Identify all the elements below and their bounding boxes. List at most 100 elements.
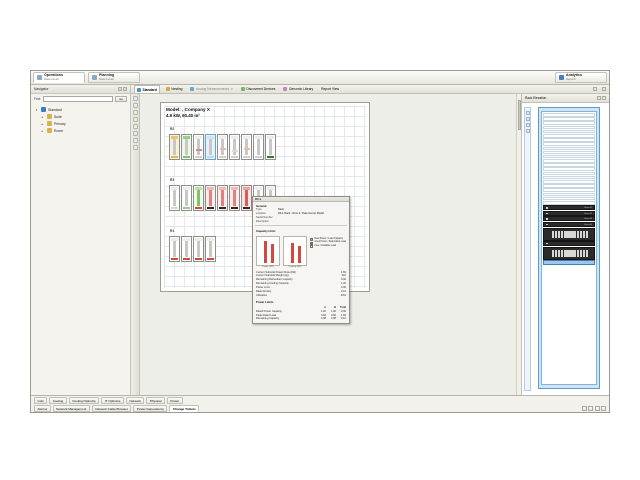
rack-u-slot[interactable] xyxy=(543,188,595,192)
twisty-icon[interactable]: ▸ xyxy=(41,114,44,119)
rack-row-r1[interactable] xyxy=(169,236,216,262)
tab-cols[interactable]: Cols xyxy=(34,397,48,404)
rack-unit[interactable] xyxy=(217,134,228,160)
pan-tool-icon[interactable] xyxy=(132,103,138,108)
rack-u-slot[interactable] xyxy=(543,117,595,121)
rack-selected-slot[interactable] xyxy=(543,260,595,266)
rack-blank-panel[interactable] xyxy=(543,241,595,247)
tree-node-room[interactable]: ▸ Room xyxy=(34,127,127,134)
rack-device-server[interactable]: Server 03 xyxy=(543,216,595,222)
rack-u-slot[interactable] xyxy=(543,138,595,142)
rack-device-server[interactable]: Server 04 xyxy=(543,221,595,227)
rack-u-slot[interactable] xyxy=(543,196,595,201)
rack-unit[interactable] xyxy=(265,134,276,160)
rack-u-slot[interactable] xyxy=(543,200,595,205)
rack-unit[interactable] xyxy=(169,236,180,262)
tab-power[interactable]: Power xyxy=(166,397,183,404)
rack-u-slot[interactable] xyxy=(543,150,595,155)
rack-unit[interactable] xyxy=(193,236,204,262)
rack-unit[interactable] xyxy=(181,134,192,160)
rack-unit[interactable] xyxy=(229,134,240,160)
tab-it-optimize[interactable]: IT Optimize xyxy=(101,397,125,404)
tab-power-dependency[interactable]: Power Dependency xyxy=(133,405,168,412)
tab-network[interactable]: Network xyxy=(126,397,145,404)
rack-elevation-graphic[interactable]: Server 01 Server 02 Server 03 xyxy=(538,107,600,389)
rear-view-icon[interactable] xyxy=(525,117,530,121)
row-tool-icon[interactable] xyxy=(132,124,138,129)
rack-unit[interactable] xyxy=(205,134,216,160)
rack-u-slot[interactable] xyxy=(543,171,595,176)
tab-standard[interactable]: Standard xyxy=(134,85,160,93)
panel-minimize-icon[interactable] xyxy=(597,96,601,100)
rack-u-slot[interactable] xyxy=(543,167,595,172)
rack-u-slot[interactable] xyxy=(543,184,595,188)
tab-network-management[interactable]: Network Management xyxy=(52,405,90,412)
rack-unit[interactable] xyxy=(253,134,264,160)
rack-u-slot[interactable] xyxy=(543,129,595,134)
tab-nesting[interactable]: Nesting xyxy=(164,85,185,93)
rack-u-slot[interactable] xyxy=(543,146,595,151)
rack-u-slot[interactable] xyxy=(543,180,595,184)
zoom-in-icon[interactable] xyxy=(525,123,530,127)
minimize-icon[interactable] xyxy=(601,406,606,411)
navigator-maximize-icon[interactable] xyxy=(123,87,127,91)
tab-change-tickets[interactable]: Change Tickets xyxy=(169,405,200,412)
tab-cooling[interactable]: Cooling xyxy=(49,397,67,404)
rack-u-slot[interactable] xyxy=(543,125,595,130)
rack-unit[interactable] xyxy=(229,185,240,211)
rack-unit[interactable] xyxy=(241,134,252,160)
rack-unit[interactable] xyxy=(181,185,192,211)
rack-u-slot[interactable] xyxy=(543,121,595,125)
rack-device-server[interactable]: Server 01 xyxy=(543,205,595,211)
rack-u-slot[interactable] xyxy=(543,192,595,197)
editor-minimize-icon[interactable] xyxy=(593,87,597,91)
tab-analog-measurements[interactable]: Analog Measurements ✕ xyxy=(188,85,234,93)
canvas-vertical-scrollbar[interactable] xyxy=(516,94,521,395)
tab-genomic-library[interactable]: Genomic Library xyxy=(281,85,315,93)
close-icon[interactable]: ✕ xyxy=(230,87,233,91)
scrollbar-thumb[interactable] xyxy=(517,100,521,130)
tab-report-view[interactable]: Report View xyxy=(319,85,341,93)
editor-maximize-icon[interactable] xyxy=(602,87,606,91)
search-go-button[interactable]: Go xyxy=(115,96,127,102)
perspective-tab-operations[interactable]: Operations Data Center xyxy=(33,72,85,83)
rack-device-switch-b[interactable] xyxy=(543,246,595,260)
twisty-icon[interactable]: ▸ xyxy=(41,128,44,133)
rack-u-slot[interactable] xyxy=(543,175,595,180)
rack-device-switch-a[interactable] xyxy=(543,227,595,241)
rack-unit[interactable] xyxy=(193,134,204,160)
rack-tool-icon[interactable] xyxy=(132,117,138,122)
tab-physical[interactable]: Physical xyxy=(146,397,165,404)
tree-node-primary[interactable]: ▸ Primary xyxy=(34,120,127,127)
rack-unit[interactable] xyxy=(193,185,204,211)
zoom-tool-icon[interactable] xyxy=(132,110,138,115)
rack-elevation-body[interactable]: Server 01 Server 02 Server 03 xyxy=(522,103,609,395)
rack-u-slot[interactable] xyxy=(543,154,595,159)
rack-u-slot[interactable] xyxy=(543,159,595,163)
refresh-icon[interactable] xyxy=(588,406,593,411)
rack-unit[interactable] xyxy=(217,185,228,211)
rack-details-popup[interactable]: R3-1 General Type Rack Location R3-1 Rac… xyxy=(252,196,350,324)
rack-u-slot[interactable] xyxy=(543,142,595,146)
tab-discovered-devices[interactable]: Discovered Devices xyxy=(239,85,278,93)
search-input[interactable] xyxy=(43,96,114,102)
rack-u-slot[interactable] xyxy=(543,163,595,167)
twisty-icon[interactable]: ▾ xyxy=(35,107,38,112)
rack-unit[interactable] xyxy=(181,236,192,262)
rack-device-server[interactable]: Server 02 xyxy=(543,210,595,216)
zoom-out-icon[interactable] xyxy=(525,129,530,133)
panel-maximize-icon[interactable] xyxy=(602,96,606,100)
crah-tool-icon[interactable] xyxy=(132,131,138,136)
rack-unit[interactable] xyxy=(205,185,216,211)
navigator-minimize-icon[interactable] xyxy=(118,87,122,91)
rack-row-r2[interactable] xyxy=(169,134,276,160)
rack-u-slot[interactable] xyxy=(543,113,595,117)
tab-network-cable-browser[interactable]: Network Cable Browser xyxy=(91,405,132,412)
note-tool-icon[interactable] xyxy=(132,145,138,150)
rack-unit[interactable] xyxy=(241,185,252,211)
rack-unit[interactable] xyxy=(205,236,216,262)
filter-icon[interactable] xyxy=(581,406,587,411)
perspective-tab-analytics[interactable]: Analytics Reports xyxy=(555,72,607,83)
floorplan-canvas[interactable]: Model: , Company X 4.9 kW, 60.40 m² R2 xyxy=(140,94,521,395)
rack-unit[interactable] xyxy=(169,185,180,211)
